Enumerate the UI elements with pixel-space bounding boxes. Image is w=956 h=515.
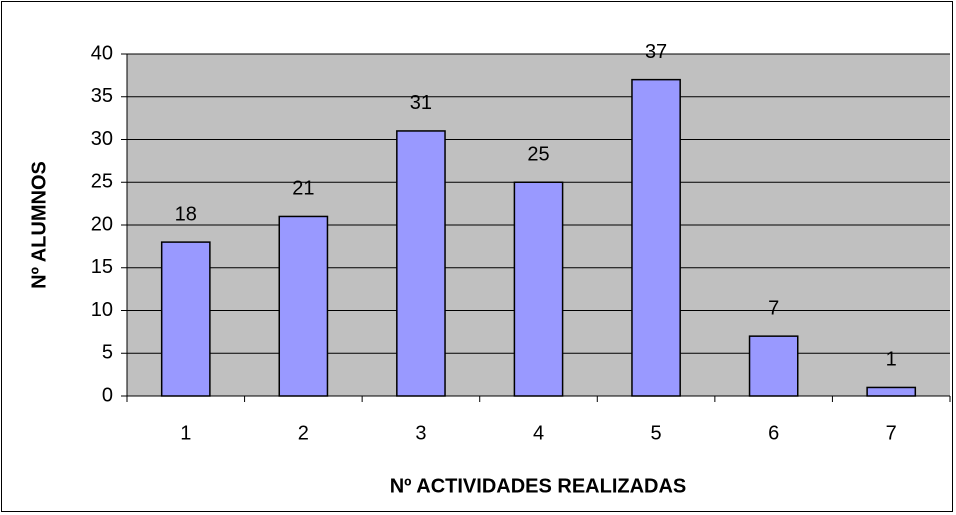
data-label: 7: [768, 297, 779, 319]
y-tick-label: 15: [91, 256, 113, 278]
x-tick-label: 3: [415, 422, 426, 444]
bar: [160, 241, 211, 397]
y-tick-label: 30: [91, 128, 113, 150]
bar: [513, 181, 564, 397]
y-tick-label: 0: [102, 384, 113, 406]
x-tick-label: 6: [768, 422, 779, 444]
y-tick-label: 5: [102, 342, 113, 364]
x-tick-label: 4: [533, 422, 544, 444]
bar: [866, 386, 917, 397]
data-label: 21: [292, 178, 314, 200]
data-label: 18: [175, 203, 197, 225]
data-label: 31: [410, 92, 432, 114]
x-tick-label: 5: [651, 422, 662, 444]
x-tick-label: 2: [298, 422, 309, 444]
bar: [396, 130, 446, 397]
y-tick-label: 10: [91, 299, 113, 321]
bar: [748, 335, 799, 397]
data-label: 37: [645, 41, 667, 63]
y-tick-label: 35: [91, 85, 113, 107]
x-axis-title: Nº ACTIVIDADES REALIZADAS: [390, 475, 687, 497]
y-tick-label: 20: [91, 213, 113, 235]
y-tick-label: 25: [91, 171, 113, 193]
bar: [278, 215, 329, 397]
x-tick-label: 1: [180, 422, 191, 444]
y-tick-label: 40: [91, 42, 113, 64]
y-axis-title: Nº ALUMNOS: [28, 161, 50, 289]
bar: [631, 78, 681, 397]
x-tick-label: 7: [886, 422, 897, 444]
data-label: 1: [886, 349, 897, 371]
data-label: 25: [527, 144, 549, 166]
